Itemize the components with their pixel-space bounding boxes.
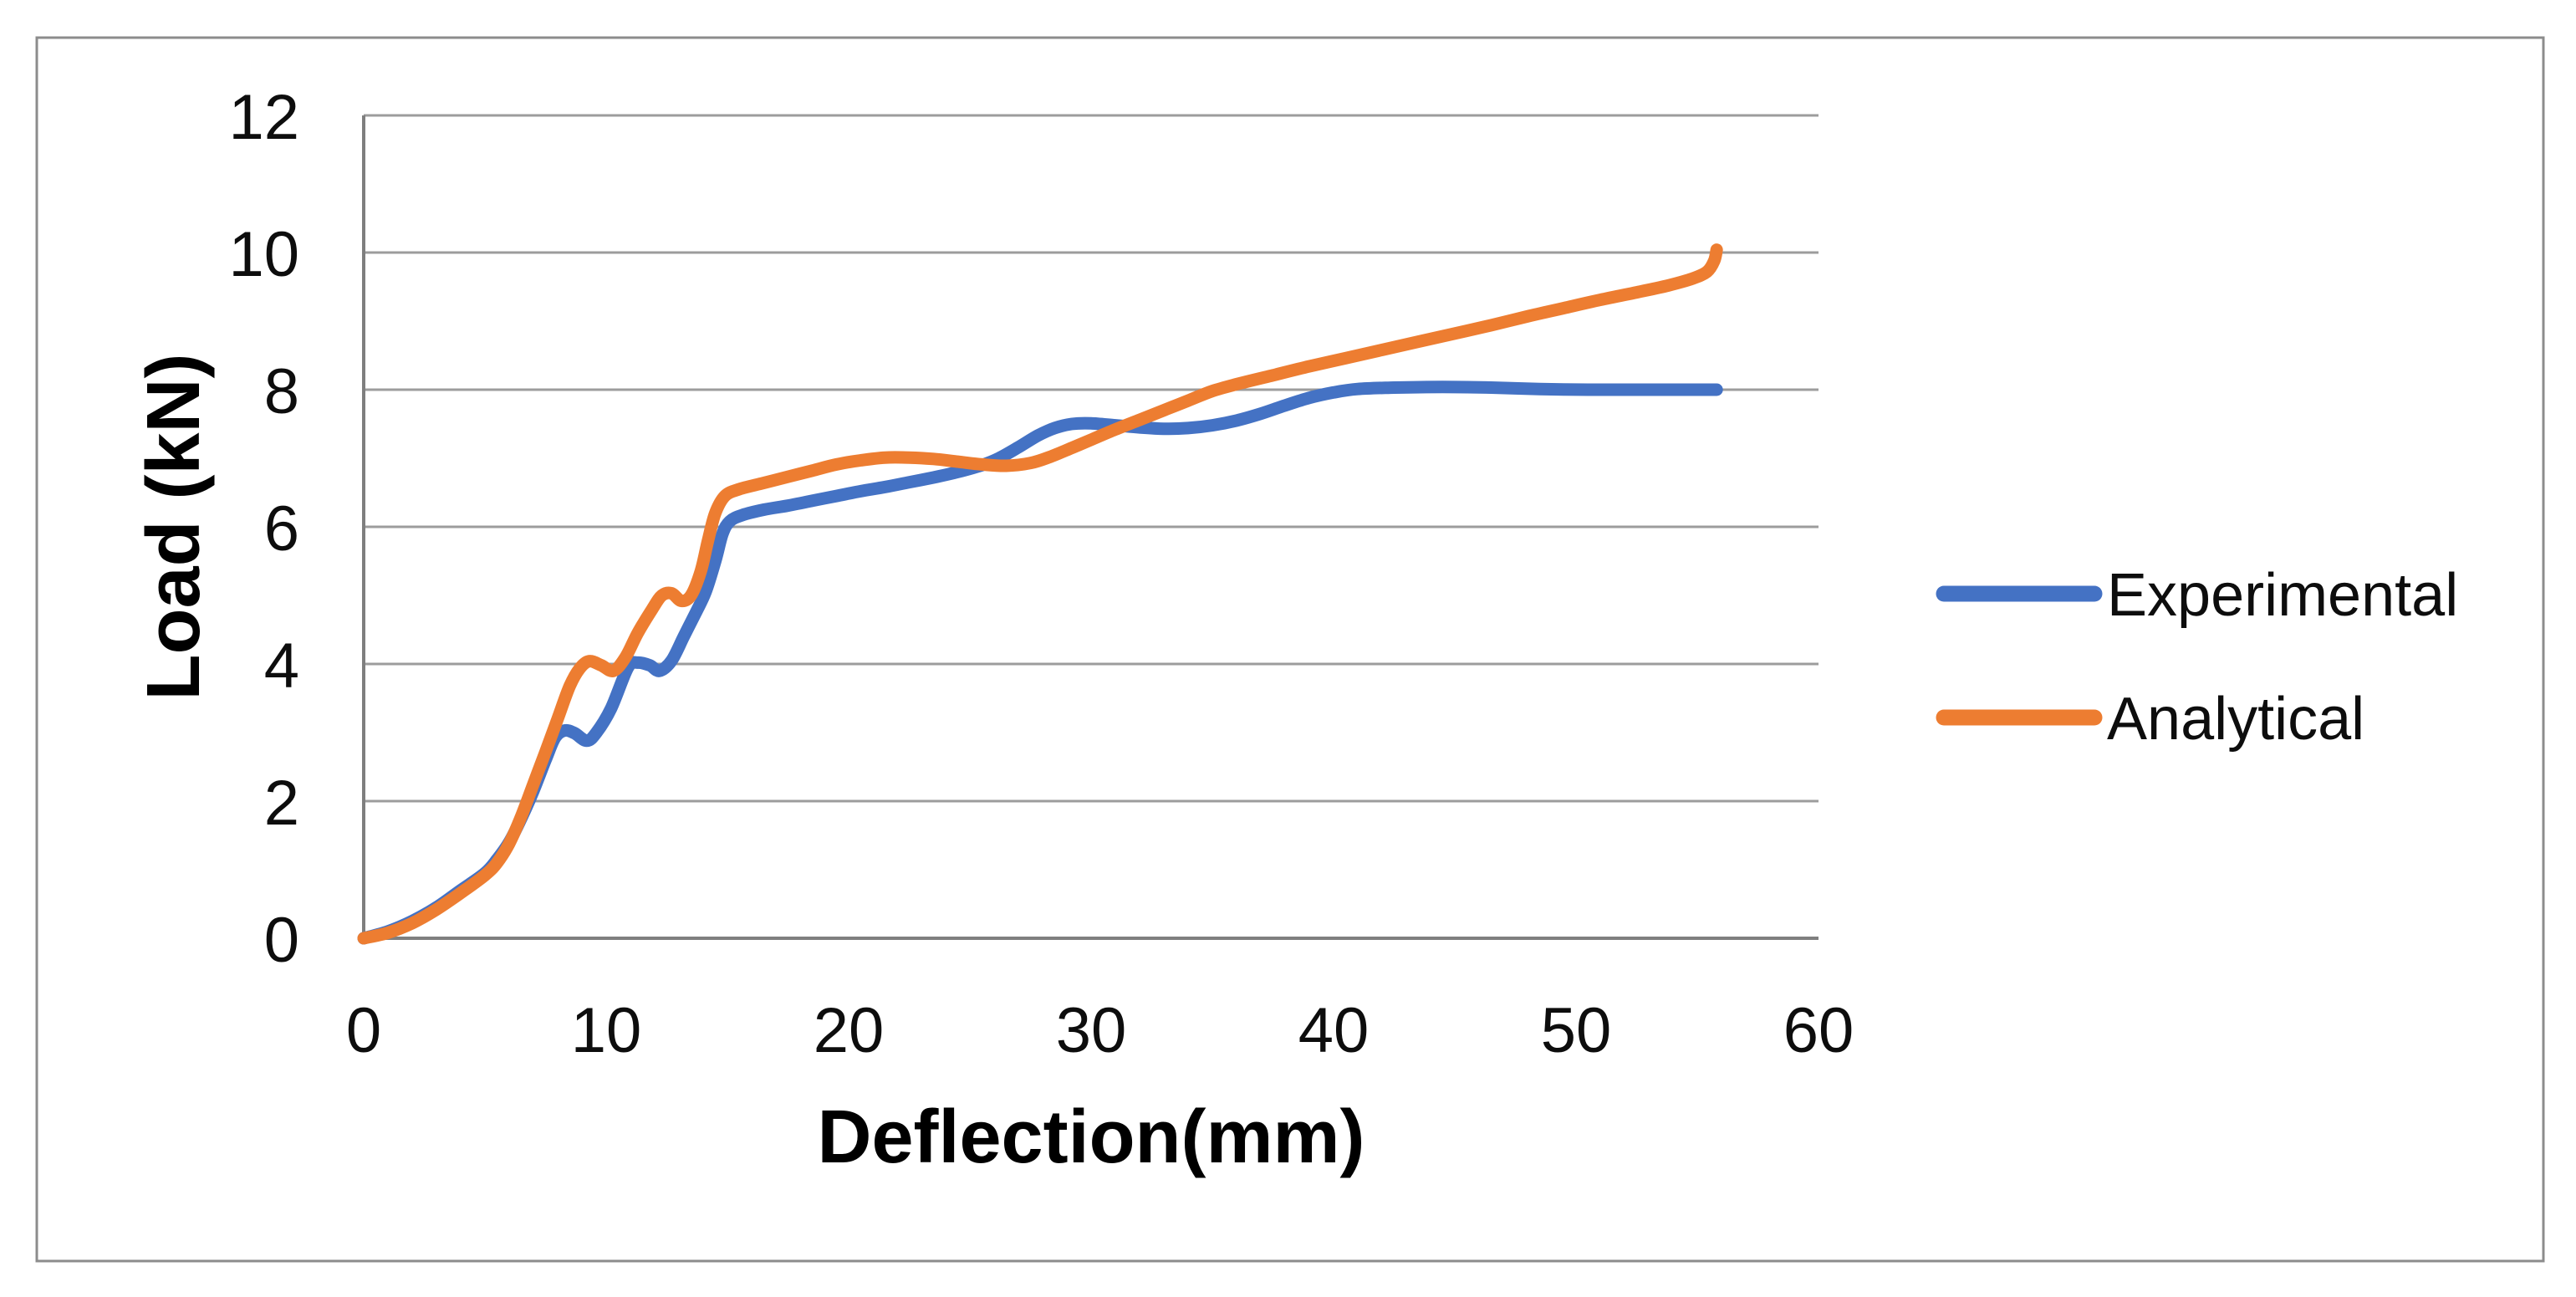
- series-line-analytical: [357, 243, 1723, 945]
- x-tick-label: 50: [1541, 995, 1612, 1066]
- x-tick-label: 20: [814, 995, 885, 1066]
- y-tick-label: 8: [264, 356, 299, 427]
- gridlines: [364, 114, 1819, 940]
- legend-label-experimental: Experimental: [2107, 562, 2458, 629]
- y-tick-label: 2: [264, 768, 299, 839]
- x-tick-label: 40: [1298, 995, 1370, 1066]
- y-tick-label: 4: [264, 631, 299, 702]
- x-axis-title: Deflection(mm): [817, 1095, 1365, 1179]
- y-tick-label: 12: [228, 82, 299, 153]
- y-tick-label: 6: [264, 493, 299, 564]
- chart-outer-border: [35, 36, 2545, 1263]
- legend-item-experimental: Experimental: [1936, 562, 2458, 629]
- x-tick-label: 30: [1056, 995, 1127, 1066]
- legend: Experimental Analytical: [1936, 562, 2458, 753]
- legend-label-analytical: Analytical: [2107, 686, 2364, 753]
- x-axis-tick-labels: 0 10 20 30 40 50 60: [346, 995, 1854, 1066]
- legend-item-analytical: Analytical: [1936, 686, 2364, 753]
- series-line-experimental: [357, 380, 1723, 945]
- y-tick-label: 0: [264, 905, 299, 976]
- y-axis-title: Load (kN): [132, 354, 216, 701]
- x-tick-label: 60: [1783, 995, 1854, 1066]
- x-tick-label: 0: [346, 995, 381, 1066]
- series-lines: [357, 243, 1723, 945]
- x-tick-label: 10: [571, 995, 642, 1066]
- y-axis-tick-labels: 12 10 8 6 4 2 0: [228, 82, 299, 976]
- y-tick-label: 10: [228, 219, 299, 290]
